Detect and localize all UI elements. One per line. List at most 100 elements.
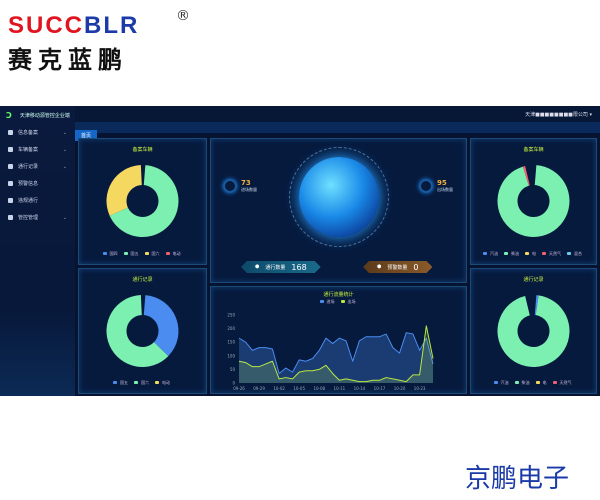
legend-swatch-icon (535, 381, 540, 384)
series-line-出场[interactable] (238, 325, 434, 383)
user-company[interactable]: 天津■■■■■■■■限公司 (525, 112, 588, 118)
legend-item[interactable]: 电动 (155, 380, 172, 385)
legend-swatch-icon (155, 381, 159, 384)
y-tick-label: 150 (227, 340, 235, 345)
chart-title: 通行流量统计 (323, 292, 354, 298)
legend-swatch-icon (319, 300, 324, 303)
donut-slice-国六[interactable] (106, 295, 169, 367)
donut-slice-国六[interactable] (106, 165, 142, 216)
traffic-line-chart: 0 50 100 150 200 250 09-26 09-29 10-02 10-05 10-08… (227, 313, 434, 391)
donut-slice-国五[interactable] (109, 165, 179, 237)
legend-label: 柴油 (521, 380, 530, 385)
sidebar-item[interactable]: 车辆备案 ⌄ (0, 141, 75, 158)
legend-item[interactable]: 电动 (165, 251, 183, 256)
legend-item[interactable]: 汽油 (483, 251, 500, 256)
menu-icon (8, 198, 13, 203)
in-count-label: 进场数量 (241, 187, 257, 192)
chart-legend: 进场 出场 (211, 299, 466, 305)
entry-icon (223, 179, 237, 193)
sidebar-item[interactable]: 信息备案 ⌄ (0, 124, 75, 141)
overview-panel: 73 进场数量 95 出场数量 ⬢ 通行数量 168 ⬢ 预警数量 0 (210, 138, 467, 283)
legend-swatch-icon (542, 252, 546, 255)
menu-icon (8, 130, 13, 135)
legend-item[interactable]: 柴油 (504, 251, 521, 256)
globe-image (299, 157, 379, 237)
chevron-down-icon[interactable]: ⌄ (62, 163, 67, 170)
pass-count-badge: ⬢ 通行数量 168 (241, 261, 321, 273)
legend-item[interactable]: 国五 (113, 380, 130, 385)
legend-label: 电 (542, 380, 547, 385)
legend-item[interactable]: 国六 (144, 251, 162, 256)
legend-label: 进场 (326, 299, 335, 304)
chevron-down-icon[interactable]: ⌄ (62, 146, 67, 153)
top-bar: 天津■■■■■■■■限公司 ▾ (75, 106, 600, 122)
legend-item[interactable]: 国五 (123, 251, 141, 256)
legend-item[interactable]: 国四 (102, 251, 120, 256)
warning-count-badge: ⬢ 预警数量 0 (363, 261, 432, 273)
legend-label: 出场 (347, 299, 356, 304)
sidebar-item[interactable]: 预警信息 (0, 175, 75, 192)
legend-label: 国五 (130, 251, 139, 256)
legend-swatch-icon (144, 252, 149, 255)
legend-swatch-icon (514, 381, 519, 384)
legend-label: 电动 (172, 251, 181, 256)
legend-swatch-icon (102, 252, 107, 255)
menu-icon (8, 181, 13, 186)
app-title: 天津移动源管控企业端 (19, 112, 70, 119)
sidebar-item-label: 预警信息 (18, 181, 39, 187)
in-count-value: 73 (241, 179, 251, 187)
x-tick-label: 09-29 (253, 386, 265, 391)
series-line-进场[interactable] (238, 332, 434, 374)
legend-item[interactable]: 柴油 (514, 380, 532, 385)
donut-slice-汽油[interactable] (534, 295, 539, 316)
legend-label: 汽油 (500, 380, 509, 385)
donut-slice-天然气[interactable] (522, 165, 530, 186)
legend-item[interactable]: 汽油 (493, 380, 511, 385)
sidebar-item[interactable]: 通行记录 ⌄ (0, 158, 75, 175)
donut-panel-registered-vehicles-emission: 备案车辆国四 国五 国六 电动 (78, 138, 207, 265)
out-count-value: 95 (437, 179, 447, 187)
legend-item[interactable]: 天然气 (542, 251, 563, 256)
x-tick-label: 10-17 (374, 386, 386, 391)
out-count-stat: 95 出场数量 (419, 179, 453, 193)
legend-item[interactable]: 电 (535, 380, 549, 385)
series-area (239, 325, 433, 383)
user-menu-caret-icon[interactable]: ▾ (589, 112, 592, 118)
pass-count-label: 通行数量 (265, 264, 286, 271)
legend-swatch-icon (504, 252, 508, 255)
legend-item[interactable]: 混合 (567, 251, 584, 256)
exit-icon (419, 179, 433, 193)
legend-label: 混合 (574, 251, 582, 256)
sidebar: Ɔ 天津移动源管控企业端 信息备案 ⌄ 车辆备案 ⌄ 通行记录 ⌄ 预警信息 违规通行 管控管理 ⌄ (0, 106, 75, 396)
donut-slice-柴油[interactable] (497, 295, 570, 367)
chevron-down-icon[interactable]: ⌄ (62, 129, 67, 136)
panel-title: 备案车辆 (132, 147, 153, 153)
donut-legend: 国四 国五 国六 电动 (79, 251, 206, 257)
legend-item[interactable]: 国六 (134, 380, 151, 385)
panel-title: 通行记录 (132, 277, 153, 283)
legend-label: 国四 (109, 251, 118, 256)
donut-legend: 汽油 柴油 电 天然气 (471, 380, 596, 386)
sidebar-item[interactable]: 违规通行 (0, 192, 75, 209)
legend-swatch-icon (340, 300, 345, 303)
footer-brand: 京鹏电子 (465, 464, 570, 494)
donut-slice-国五[interactable] (143, 295, 179, 357)
tab-home[interactable]: 首页 (75, 130, 98, 141)
legend-item[interactable]: 天然气 (552, 380, 574, 385)
traffic-chart-panel: 通行流量统计 进场 出场 0 50 100 150 200 250 09-26 09-29 10-… (210, 286, 467, 394)
y-tick-label: 50 (230, 367, 236, 372)
x-tick-label: 09-26 (233, 386, 245, 391)
sidebar-item-label: 通行记录 (18, 164, 39, 170)
donut-chart (497, 165, 570, 237)
sidebar-item[interactable]: 管控管理 ⌄ (0, 209, 75, 226)
legend-item[interactable]: 出场 (340, 299, 358, 304)
chevron-down-icon[interactable]: ⌄ (62, 214, 67, 221)
legend-swatch-icon (552, 381, 557, 384)
panel-title: 通行记录 (523, 277, 544, 283)
dashboard-window: Ɔ 天津移动源管控企业端 信息备案 ⌄ 车辆备案 ⌄ 通行记录 ⌄ 预警信息 违规通行 管控管理 ⌄… (0, 106, 600, 396)
legend-item[interactable]: 进场 (319, 299, 337, 304)
donut-panel-registered-vehicles-fuel: 备案车辆 汽油 柴油 电 天然气 混合 (470, 138, 597, 265)
donut-panel-pass-records-emission: 通行记录国五 国六 电动 (78, 268, 207, 394)
legend-item[interactable]: 电 (525, 251, 538, 256)
donut-slice-柴油[interactable] (497, 165, 570, 237)
